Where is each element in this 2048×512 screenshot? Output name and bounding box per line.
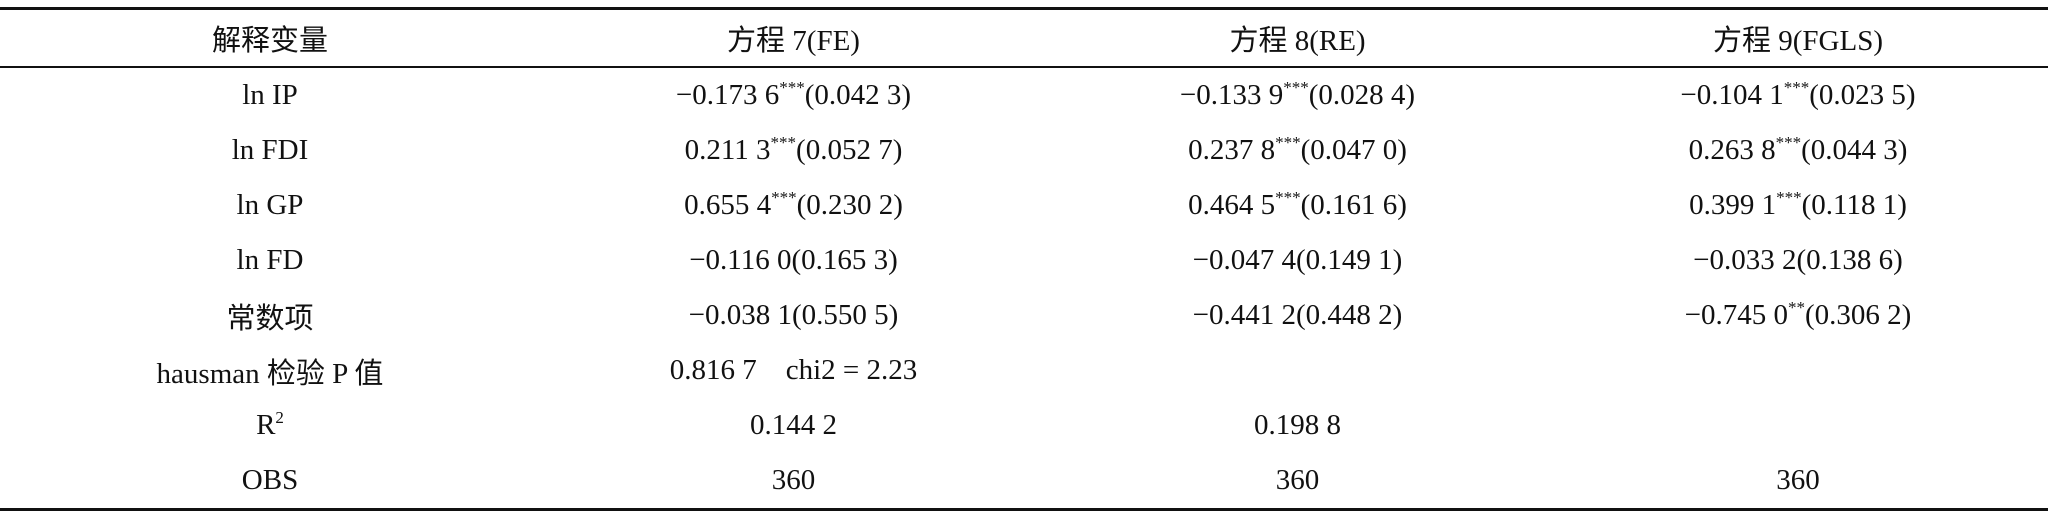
table-row: ln FD −0.116 0(0.165 3) −0.047 4(0.149 1) −… bbox=[0, 233, 2048, 288]
standard-error: (0.028 4) bbox=[1308, 79, 1416, 111]
superscript: 2 bbox=[275, 408, 284, 427]
table-cell: 360 bbox=[771, 464, 816, 496]
table-cell: 360 bbox=[1275, 464, 1320, 496]
table-row: R2 0.144 2 0.198 8 bbox=[0, 398, 2048, 453]
header-row: 解释变量 方程 7(FE) 方程 8(RE) 方程 9(FGLS) bbox=[0, 8, 2048, 68]
table-cell: −0.047 4(0.149 1) bbox=[1192, 244, 1403, 276]
standard-error: (0.306 2) bbox=[1805, 299, 1912, 331]
row-label: 常数项 bbox=[226, 302, 314, 335]
table-cell: −0.104 1***(0.023 5) bbox=[1548, 67, 2048, 123]
table-cell: −0.133 9***(0.028 4) bbox=[1047, 67, 1548, 123]
table-row: ln IP −0.173 6***(0.042 3) −0.133 9***(0.0… bbox=[0, 67, 2048, 123]
coefficient: −0.104 1 bbox=[1680, 79, 1784, 111]
coefficient: 0.211 3 bbox=[684, 134, 771, 166]
header-cell: 方程 8(RE) bbox=[1047, 8, 1548, 68]
table-row: ln GP 0.655 4***(0.230 2) 0.464 5***(0.161… bbox=[0, 178, 2048, 233]
standard-error: (0.044 3) bbox=[1801, 134, 1908, 166]
table-cell: −0.173 6***(0.042 3) bbox=[540, 67, 1047, 123]
coefficient: 0.399 1 bbox=[1689, 189, 1777, 221]
row-label: OBS bbox=[241, 464, 299, 496]
table-cell bbox=[1548, 398, 2048, 453]
coefficient: −0.745 0 bbox=[1684, 299, 1789, 331]
table-cell bbox=[1548, 343, 2048, 398]
row-label: R2 bbox=[0, 398, 540, 453]
table-row: 常数项 −0.038 1(0.550 5) −0.441 2(0.448 2) −0.… bbox=[0, 288, 2048, 343]
row-label: ln IP bbox=[242, 79, 298, 111]
header-cell: 解释变量 bbox=[0, 8, 540, 68]
row-label: ln FDI bbox=[231, 134, 309, 166]
header-cell: 方程 7(FE) bbox=[540, 8, 1047, 68]
row-label: ln GP bbox=[236, 189, 304, 221]
coefficient: 0.655 4 bbox=[684, 189, 772, 221]
superscript: *** bbox=[1275, 133, 1301, 152]
standard-error: (0.023 5) bbox=[1809, 79, 1916, 111]
table-cell: 0.464 5***(0.161 6) bbox=[1047, 178, 1548, 233]
superscript: *** bbox=[1275, 188, 1301, 207]
table-cell: −0.038 1(0.550 5) bbox=[688, 299, 899, 331]
table-row: hausman 检验 P 值 0.816 7 chi2 = 2.23 bbox=[0, 343, 2048, 398]
superscript: ** bbox=[1788, 298, 1806, 317]
row-label: hausman 检验 P 值 bbox=[156, 357, 384, 390]
standard-error: (0.230 2) bbox=[796, 189, 903, 221]
table-cell: 360 bbox=[1776, 464, 1820, 496]
superscript: *** bbox=[1776, 188, 1802, 207]
regression-table: 解释变量 方程 7(FE) 方程 8(RE) 方程 9(FGLS) ln IP −0.1… bbox=[0, 7, 2048, 511]
coefficient: −0.173 6 bbox=[675, 79, 780, 111]
standard-error: (0.118 1) bbox=[1801, 189, 1907, 221]
table-cell: −0.745 0**(0.306 2) bbox=[1548, 288, 2048, 343]
table-cell: 0.399 1***(0.118 1) bbox=[1548, 178, 2048, 233]
standard-error: (0.042 3) bbox=[804, 79, 912, 111]
table-cell: 0.655 4***(0.230 2) bbox=[540, 178, 1047, 233]
table-row: OBS 360 360 360 bbox=[0, 453, 2048, 510]
coefficient: 0.237 8 bbox=[1188, 134, 1276, 166]
table-cell: 0.198 8 bbox=[1254, 409, 1341, 441]
row-label: ln FD bbox=[236, 244, 304, 276]
table-cell bbox=[1047, 343, 1548, 398]
table-cell: −0.033 2(0.138 6) bbox=[1693, 244, 1903, 276]
superscript: *** bbox=[779, 78, 805, 97]
table-cell: −0.116 0(0.165 3) bbox=[689, 244, 898, 276]
table-cell: 0.263 8***(0.044 3) bbox=[1548, 123, 2048, 178]
superscript: *** bbox=[1775, 133, 1802, 152]
coefficient: 0.263 8 bbox=[1688, 134, 1776, 166]
superscript: *** bbox=[771, 188, 797, 207]
standard-error: (0.052 7) bbox=[796, 134, 903, 166]
header-cell: 方程 9(FGLS) bbox=[1548, 8, 2048, 68]
table-cell: 0.144 2 bbox=[750, 409, 837, 441]
table-row: ln FDI 0.211 3***(0.052 7) 0.237 8***(0.04… bbox=[0, 123, 2048, 178]
standard-error: (0.047 0) bbox=[1300, 134, 1407, 166]
coefficient: −0.133 9 bbox=[1179, 79, 1284, 111]
table-cell: −0.441 2(0.448 2) bbox=[1192, 299, 1403, 331]
table-cell: 0.816 7 chi2 = 2.23 bbox=[669, 354, 918, 386]
superscript: *** bbox=[1783, 78, 1810, 97]
superscript: *** bbox=[1283, 78, 1309, 97]
coefficient: 0.464 5 bbox=[1188, 189, 1276, 221]
superscript: *** bbox=[770, 133, 797, 152]
table-body: ln IP −0.173 6***(0.042 3) −0.133 9***(0.0… bbox=[0, 67, 2048, 510]
coefficient: R bbox=[256, 409, 276, 441]
table-cell: 0.211 3***(0.052 7) bbox=[540, 123, 1047, 178]
table-cell: 0.237 8***(0.047 0) bbox=[1047, 123, 1548, 178]
standard-error: (0.161 6) bbox=[1300, 189, 1407, 221]
